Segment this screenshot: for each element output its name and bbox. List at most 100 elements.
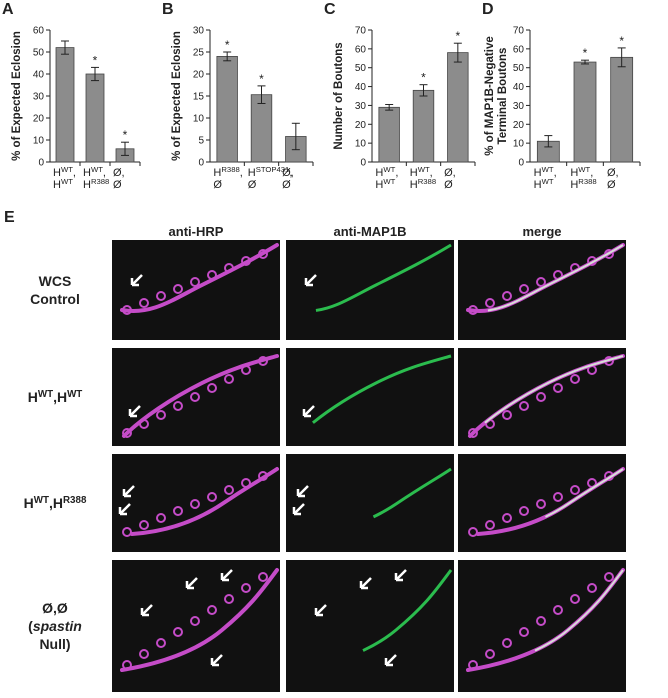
bouton: [604, 249, 614, 259]
bar: [378, 106, 400, 163]
arrow: [304, 274, 317, 287]
panel-label: E: [4, 209, 15, 226]
text-segment: WT: [578, 165, 590, 174]
y-tick-label: 25: [193, 48, 205, 59]
column-header: merge: [522, 224, 561, 239]
x-tick-label: HWT,: [410, 165, 433, 180]
significance-mark: *: [421, 71, 426, 85]
text-segment: WT: [542, 177, 554, 186]
x-tick-label: HWT,: [570, 165, 593, 180]
y-axis-label: % of Expected Eclosion: [171, 31, 183, 161]
bouton: [468, 660, 478, 670]
text-segment: ,: [289, 167, 292, 179]
y-tick-label: 60: [513, 44, 525, 55]
x-tick-label: Ø,: [113, 167, 125, 179]
text-segment: R388: [63, 495, 87, 506]
text-segment: H: [534, 179, 542, 191]
x-tick-label: HWT,: [375, 165, 398, 180]
text-segment: WT: [38, 389, 53, 400]
text-segment: R388: [91, 177, 109, 186]
micrograph: [458, 240, 626, 340]
bouton: [587, 478, 597, 488]
micrograph: [286, 240, 454, 340]
bouton: [502, 291, 512, 301]
text-segment: H: [410, 179, 418, 191]
text-segment: H: [53, 167, 61, 179]
y-tick-label: 0: [198, 158, 204, 169]
text-segment: Ø,: [282, 167, 294, 179]
x-tick-label: Ø: [607, 179, 616, 191]
significance-mark: *: [123, 128, 128, 142]
text-segment: WCS: [39, 273, 72, 289]
y-tick-label: 10: [355, 139, 367, 150]
text-segment: Ø: [282, 179, 291, 191]
bouton: [173, 284, 183, 294]
panel-label: D: [482, 1, 494, 18]
row-label: Control: [30, 291, 80, 307]
micrograph: [286, 348, 454, 446]
hrp-stain: [120, 243, 279, 313]
text-segment: ,: [240, 167, 243, 179]
arrow: [130, 274, 143, 287]
x-tick-label: Ø: [282, 179, 291, 191]
hrp-stain: [120, 568, 279, 672]
text-segment: ,: [590, 167, 593, 179]
y-tick-label: 40: [33, 70, 45, 81]
arrow: [220, 569, 233, 582]
bouton: [224, 263, 234, 273]
significance-mark: *: [259, 72, 264, 86]
bouton: [207, 270, 217, 280]
y-tick-label: 0: [38, 158, 44, 169]
text-segment: WT: [91, 165, 103, 174]
column-header: anti-HRP: [169, 224, 224, 239]
bouton: [468, 527, 478, 537]
bouton: [468, 428, 478, 438]
text-segment: Ø: [248, 179, 257, 191]
text-segment: WT: [67, 389, 82, 400]
bouton: [139, 419, 149, 429]
arrow: [359, 577, 372, 590]
y-tick-label: 70: [355, 26, 367, 37]
x-tick-label: HR388: [83, 177, 109, 192]
bouton: [190, 392, 200, 402]
bouton: [553, 492, 563, 502]
micrograph: [112, 348, 280, 446]
arrow: [302, 405, 315, 418]
bouton: [156, 410, 166, 420]
text-segment: R388: [578, 177, 596, 186]
micrograph-bg: [286, 454, 454, 552]
bouton: [156, 291, 166, 301]
text-segment: Null): [39, 636, 70, 652]
significance-mark: *: [93, 53, 98, 67]
text-segment: H: [570, 167, 578, 179]
bouton: [258, 572, 268, 582]
y-tick-label: 30: [193, 26, 205, 37]
text-segment: WT: [383, 177, 395, 186]
y-tick-label: 50: [513, 63, 525, 74]
text-segment: H: [213, 167, 221, 179]
bouton: [241, 478, 251, 488]
bouton: [502, 638, 512, 648]
row-label: Null): [39, 636, 70, 652]
text-segment: H: [24, 495, 34, 511]
x-tick-label: Ø,: [607, 167, 619, 179]
text-segment: spastin: [33, 618, 82, 634]
micrograph: [458, 348, 626, 446]
map1b-stain: [295, 243, 452, 313]
text-segment: R388: [221, 165, 239, 174]
text-segment: STOP431: [256, 165, 290, 174]
y-tick-label: 10: [193, 114, 205, 125]
y-axis-label: Terminal Boutons: [497, 48, 509, 145]
y-tick-label: 60: [355, 44, 367, 55]
y-tick-label: 20: [513, 120, 525, 131]
micrograph: [458, 560, 626, 692]
map1b-stain: [295, 569, 453, 672]
bar: [216, 56, 238, 163]
bouton: [519, 627, 529, 637]
bouton: [173, 401, 183, 411]
x-tick-label: Ø: [213, 179, 222, 191]
bar: [573, 61, 597, 163]
hrp-stain: [130, 467, 279, 536]
bouton: [173, 506, 183, 516]
